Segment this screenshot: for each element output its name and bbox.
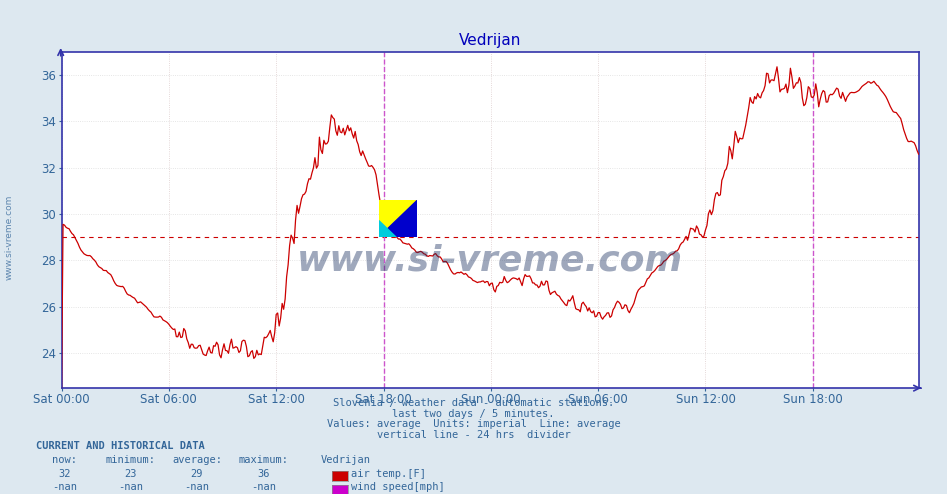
Text: -nan: -nan [251,482,276,492]
Text: -nan: -nan [118,482,143,492]
Text: -nan: -nan [185,482,209,492]
Text: www.si-vreme.com: www.si-vreme.com [297,243,683,277]
Text: maximum:: maximum: [239,455,288,465]
Text: CURRENT AND HISTORICAL DATA: CURRENT AND HISTORICAL DATA [36,441,205,451]
Polygon shape [379,200,418,237]
Text: average:: average: [172,455,222,465]
Text: 36: 36 [257,469,270,479]
Text: minimum:: minimum: [106,455,155,465]
Polygon shape [379,220,396,237]
Text: air temp.[F]: air temp.[F] [351,469,426,479]
Text: Values: average  Units: imperial  Line: average: Values: average Units: imperial Line: av… [327,419,620,429]
Text: 23: 23 [124,469,137,479]
Text: now:: now: [52,455,77,465]
Text: Slovenia / weather data - automatic stations.: Slovenia / weather data - automatic stat… [333,398,614,408]
Text: wind speed[mph]: wind speed[mph] [351,482,445,492]
Text: 32: 32 [58,469,71,479]
Text: 29: 29 [190,469,204,479]
Text: -nan: -nan [52,482,77,492]
Text: Vedrijan: Vedrijan [321,455,370,465]
Text: vertical line - 24 hrs  divider: vertical line - 24 hrs divider [377,430,570,440]
Text: last two days / 5 minutes.: last two days / 5 minutes. [392,409,555,418]
Polygon shape [379,200,418,237]
Text: www.si-vreme.com: www.si-vreme.com [5,195,14,280]
Title: Vedrijan: Vedrijan [459,33,521,48]
